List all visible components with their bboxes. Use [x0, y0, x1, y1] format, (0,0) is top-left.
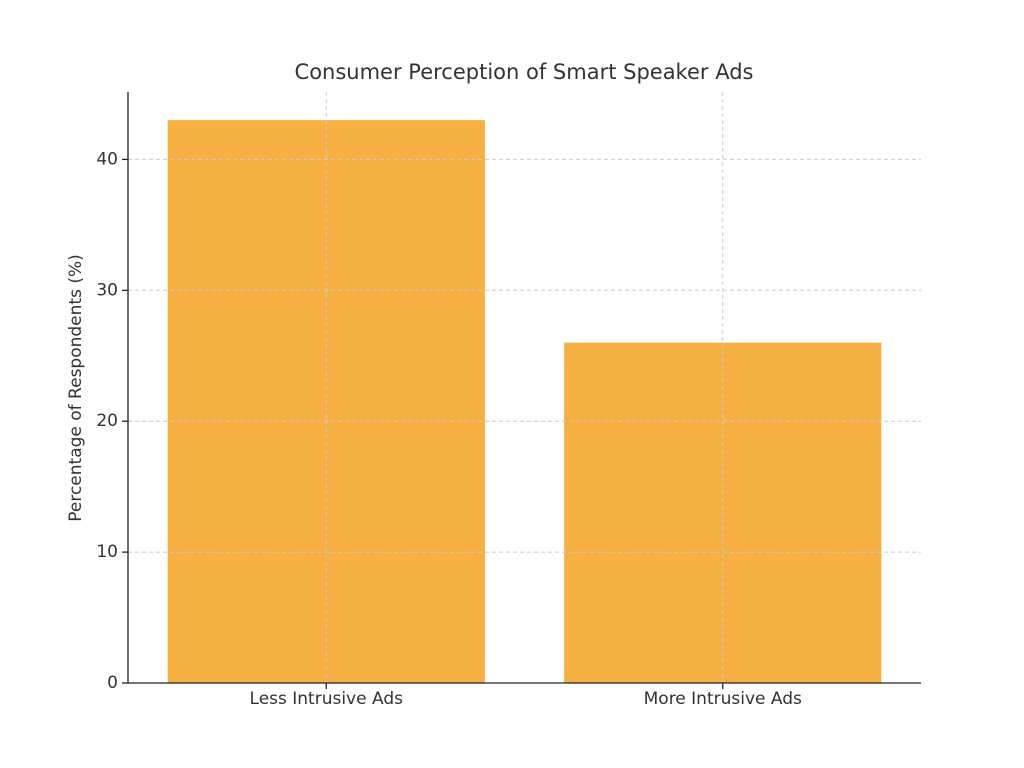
y-tick-label: 30: [96, 280, 118, 300]
y-tick-label: 40: [96, 149, 118, 169]
y-tick-label: 0: [107, 673, 118, 693]
x-tick-label: Less Intrusive Ads: [250, 689, 404, 709]
y-tick-label: 10: [96, 542, 118, 562]
y-tick-label: 20: [96, 411, 118, 431]
x-tick-label: More Intrusive Ads: [644, 689, 802, 709]
y-axis-label: Percentage of Respondents (%): [66, 254, 86, 522]
chart-title: Consumer Perception of Smart Speaker Ads: [295, 60, 754, 84]
